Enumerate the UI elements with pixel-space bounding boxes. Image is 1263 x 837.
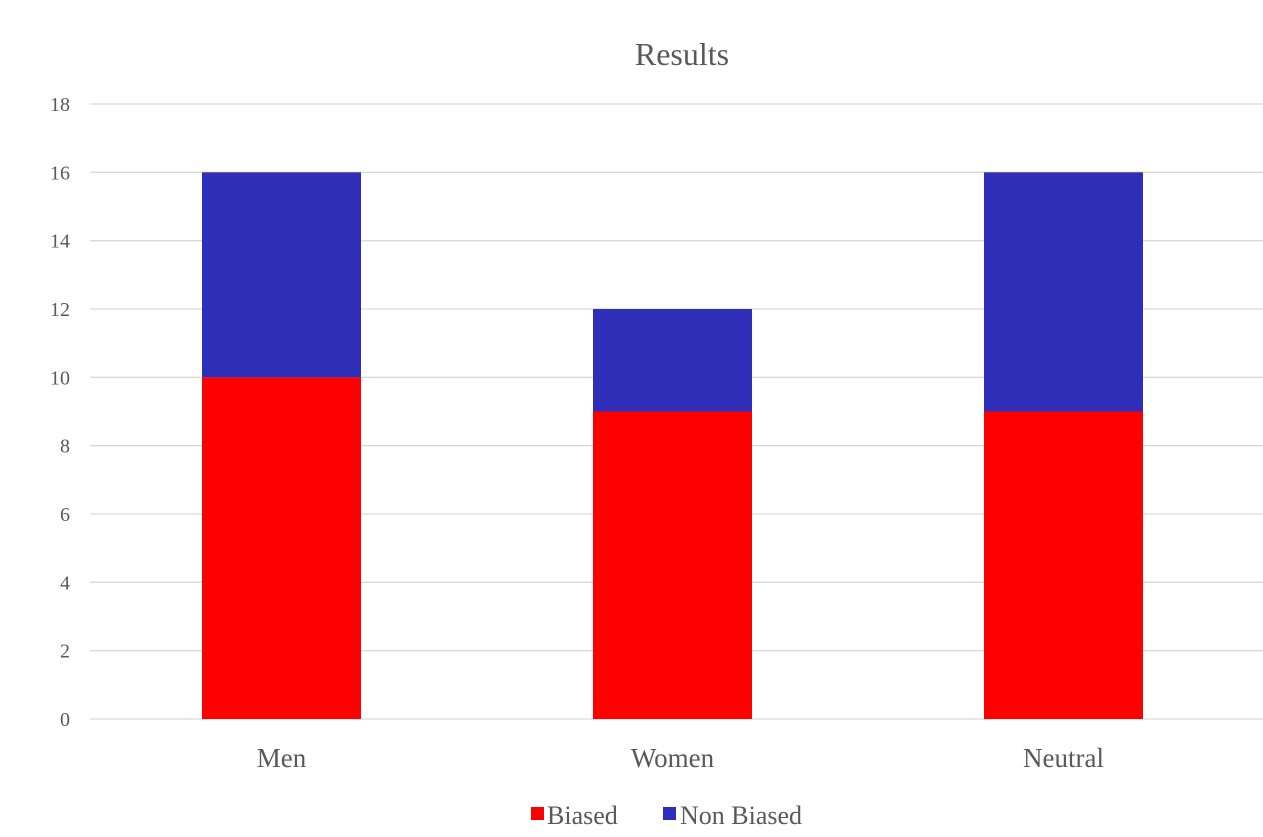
y-tick-label: 2 <box>60 641 70 663</box>
bar-non-biased-neutral <box>984 172 1143 412</box>
bar-non-biased-men <box>202 172 361 378</box>
bar-biased-men <box>202 377 361 719</box>
legend-label: Biased <box>547 801 618 830</box>
y-tick-label: 10 <box>50 367 70 389</box>
y-tick-label: 8 <box>60 436 70 458</box>
bar-non-biased-women <box>593 309 752 412</box>
y-tick-label: 12 <box>50 299 70 321</box>
y-tick-label: 0 <box>60 709 70 731</box>
bar-biased-neutral <box>984 411 1143 719</box>
legend-swatch-biased <box>531 807 544 820</box>
y-axis: 0 2 4 6 8 10 12 14 16 18 <box>50 94 70 731</box>
legend-swatch-non-biased <box>663 807 676 820</box>
x-tick-label: Neutral <box>1023 743 1104 773</box>
bar-biased-women <box>593 411 752 719</box>
chart-title: Results <box>635 36 729 72</box>
legend: Biased Non Biased <box>531 801 802 830</box>
y-tick-label: 6 <box>60 504 70 526</box>
x-axis: Men Women Neutral <box>257 743 1104 773</box>
x-tick-label: Men <box>257 743 307 773</box>
y-tick-label: 4 <box>60 572 70 594</box>
x-tick-label: Women <box>631 743 715 773</box>
bars <box>202 172 1143 719</box>
y-tick-label: 14 <box>50 231 70 253</box>
legend-label: Non Biased <box>680 801 802 830</box>
y-tick-label: 16 <box>50 162 70 184</box>
y-tick-label: 18 <box>50 94 70 116</box>
